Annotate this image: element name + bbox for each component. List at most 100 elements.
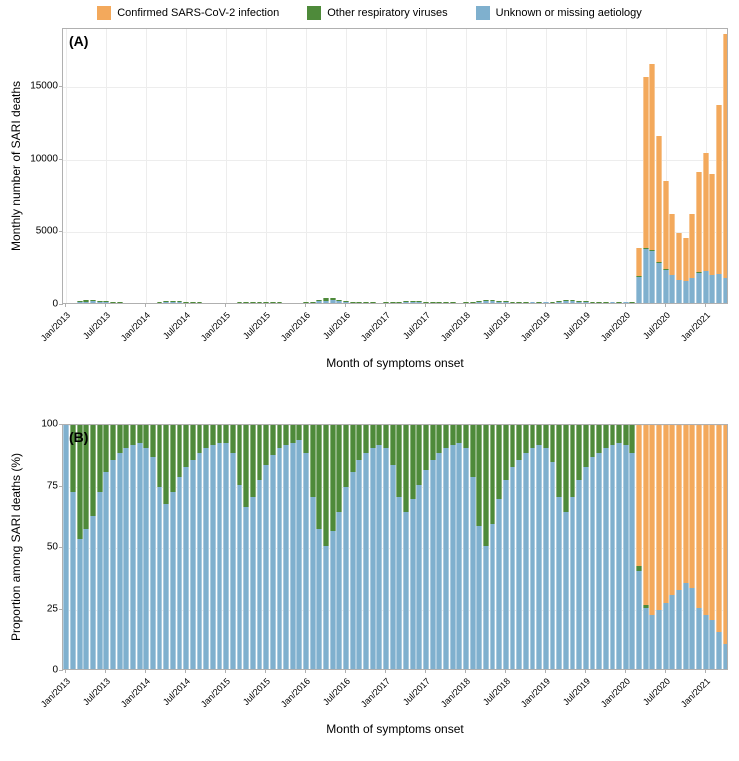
bar-segment bbox=[656, 136, 662, 262]
bar-segment bbox=[536, 303, 542, 304]
legend-label-unknown: Unknown or missing aetiology bbox=[496, 7, 642, 19]
legend-swatch-unknown bbox=[476, 6, 490, 20]
bar bbox=[390, 28, 396, 303]
bar-segment bbox=[490, 301, 496, 303]
bar-segment bbox=[570, 424, 576, 497]
bar-segment bbox=[576, 480, 582, 669]
bar-segment bbox=[583, 424, 589, 467]
bar-segment bbox=[150, 424, 156, 457]
bar-segment bbox=[516, 424, 522, 460]
bar-segment bbox=[663, 424, 669, 603]
bar bbox=[689, 424, 695, 669]
bar-segment bbox=[143, 424, 149, 448]
bar-segment bbox=[543, 424, 549, 448]
bar-segment bbox=[629, 424, 635, 453]
bar-segment bbox=[157, 302, 163, 303]
bar-segment bbox=[90, 300, 96, 301]
bar bbox=[356, 424, 362, 669]
bar bbox=[137, 424, 143, 669]
bar-segment bbox=[90, 424, 96, 516]
bar-segment bbox=[723, 644, 728, 669]
bar bbox=[210, 28, 216, 303]
bar-segment bbox=[250, 302, 256, 303]
bar-segment bbox=[310, 302, 316, 303]
bar bbox=[177, 28, 183, 303]
bar bbox=[590, 28, 596, 303]
bar bbox=[530, 424, 536, 669]
bar bbox=[663, 424, 669, 669]
bar bbox=[203, 424, 209, 669]
x-tick-label: Jul/2015 bbox=[241, 676, 272, 707]
bar-segment bbox=[663, 181, 669, 270]
bar bbox=[123, 28, 129, 303]
bar bbox=[177, 424, 183, 669]
bar-segment bbox=[363, 302, 369, 303]
bar bbox=[683, 28, 689, 303]
bar bbox=[263, 424, 269, 669]
bar-segment bbox=[536, 445, 542, 669]
bar-segment bbox=[570, 497, 576, 669]
bar-segment bbox=[543, 448, 549, 669]
bar-segment bbox=[410, 499, 416, 669]
bar-segment bbox=[243, 507, 249, 669]
bar-segment bbox=[649, 251, 655, 303]
bar-segment bbox=[510, 424, 516, 467]
bar bbox=[629, 424, 635, 669]
bar-segment bbox=[723, 424, 728, 644]
bar-segment bbox=[436, 453, 442, 669]
bar-segment bbox=[683, 238, 689, 282]
bar bbox=[163, 424, 169, 669]
bar-segment bbox=[496, 499, 502, 669]
bar-segment bbox=[330, 300, 336, 303]
bar bbox=[463, 28, 469, 303]
bar-segment bbox=[430, 460, 436, 669]
bar bbox=[583, 28, 589, 303]
bar bbox=[483, 424, 489, 669]
bar bbox=[343, 28, 349, 303]
bar-segment bbox=[416, 485, 422, 670]
bar-segment bbox=[336, 301, 342, 303]
bar-segment bbox=[336, 300, 342, 301]
bar-segment bbox=[563, 301, 569, 303]
bar-segment bbox=[237, 485, 243, 670]
bar bbox=[456, 424, 462, 669]
bar bbox=[649, 28, 655, 303]
bar-segment bbox=[450, 445, 456, 669]
bar bbox=[430, 424, 436, 669]
bar-segment bbox=[603, 424, 609, 448]
bar-segment bbox=[170, 301, 176, 302]
bars-b bbox=[63, 425, 727, 669]
bar bbox=[376, 28, 382, 303]
bar-segment bbox=[403, 512, 409, 669]
bar-segment bbox=[550, 424, 556, 462]
bar-segment bbox=[63, 424, 69, 669]
bar-segment bbox=[590, 302, 596, 303]
x-tick-label: Jan/2019 bbox=[519, 310, 552, 343]
bar-segment bbox=[283, 424, 289, 445]
bar-segment bbox=[683, 424, 689, 583]
bar-segment bbox=[416, 302, 422, 303]
bar bbox=[403, 424, 409, 669]
bar bbox=[643, 424, 649, 669]
bar-segment bbox=[616, 303, 622, 304]
bar-segment bbox=[163, 504, 169, 669]
bar bbox=[190, 28, 196, 303]
bar bbox=[170, 424, 176, 669]
bar bbox=[676, 424, 682, 669]
bar-segment bbox=[536, 424, 542, 445]
bar-segment bbox=[163, 301, 169, 302]
bar bbox=[243, 28, 249, 303]
bar-segment bbox=[197, 302, 203, 303]
bar-segment bbox=[470, 477, 476, 669]
bar bbox=[223, 424, 229, 669]
bar-segment bbox=[370, 448, 376, 669]
bar bbox=[563, 424, 569, 669]
bar-segment bbox=[197, 453, 203, 669]
bar-segment bbox=[316, 424, 322, 529]
bar-segment bbox=[157, 424, 163, 487]
bar bbox=[130, 28, 136, 303]
bar bbox=[310, 424, 316, 669]
x-tick-label: Jul/2017 bbox=[401, 310, 432, 341]
bar-segment bbox=[570, 301, 576, 303]
bar-segment bbox=[123, 448, 129, 669]
